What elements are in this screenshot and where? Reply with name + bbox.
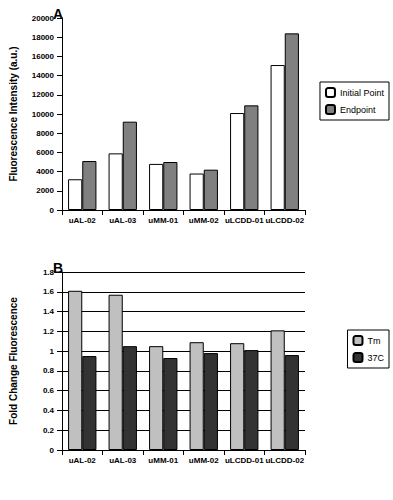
svg-text:1.2: 1.2 [43, 327, 55, 336]
svg-text:Fold Change Fluorescence: Fold Change Fluorescence [8, 297, 19, 425]
svg-text:uAL-02: uAL-02 [69, 216, 97, 225]
svg-text:0.8: 0.8 [43, 366, 55, 375]
svg-text:Tm: Tm [367, 336, 380, 346]
svg-text:16000: 16000 [32, 52, 55, 61]
svg-text:uLCDD-02: uLCDD-02 [265, 456, 304, 465]
svg-text:uLCDD-01: uLCDD-01 [225, 216, 264, 225]
svg-text:Initial Point: Initial Point [340, 88, 385, 98]
svg-text:1: 1 [50, 347, 55, 356]
svg-text:12000: 12000 [32, 90, 55, 99]
svg-text:uMM-01: uMM-01 [148, 456, 178, 465]
svg-text:A: A [53, 6, 63, 22]
svg-text:0: 0 [50, 446, 55, 455]
svg-text:0.2: 0.2 [43, 426, 55, 435]
svg-text:1.6: 1.6 [43, 287, 55, 296]
svg-text:4000: 4000 [36, 167, 54, 176]
svg-text:1.4: 1.4 [43, 307, 55, 316]
svg-text:37C: 37C [367, 353, 384, 363]
svg-text:18000: 18000 [32, 33, 55, 42]
svg-text:0: 0 [50, 206, 55, 215]
svg-text:14000: 14000 [32, 71, 55, 80]
svg-text:B: B [53, 260, 63, 276]
svg-text:uAL-03: uAL-03 [109, 216, 137, 225]
svg-text:0.4: 0.4 [43, 406, 55, 415]
svg-text:Fluorescence Intensity (a.u.): Fluorescence Intensity (a.u.) [8, 46, 19, 181]
svg-text:uMM-02: uMM-02 [189, 216, 219, 225]
svg-text:6000: 6000 [36, 148, 54, 157]
svg-text:uLCDD-02: uLCDD-02 [265, 216, 304, 225]
svg-text:1.8: 1.8 [42, 267, 54, 277]
svg-text:10000: 10000 [32, 110, 55, 119]
svg-text:Endpoint: Endpoint [340, 105, 376, 115]
svg-text:uLCDD-01: uLCDD-01 [225, 456, 264, 465]
svg-text:uMM-02: uMM-02 [189, 456, 219, 465]
svg-text:2000: 2000 [36, 186, 54, 195]
svg-text:uAL-02: uAL-02 [69, 456, 97, 465]
svg-text:20000: 20000 [32, 14, 55, 23]
svg-text:uMM-01: uMM-01 [148, 216, 178, 225]
svg-text:0.6: 0.6 [43, 386, 55, 395]
svg-text:8000: 8000 [36, 129, 54, 138]
svg-text:uAL-03: uAL-03 [109, 456, 137, 465]
